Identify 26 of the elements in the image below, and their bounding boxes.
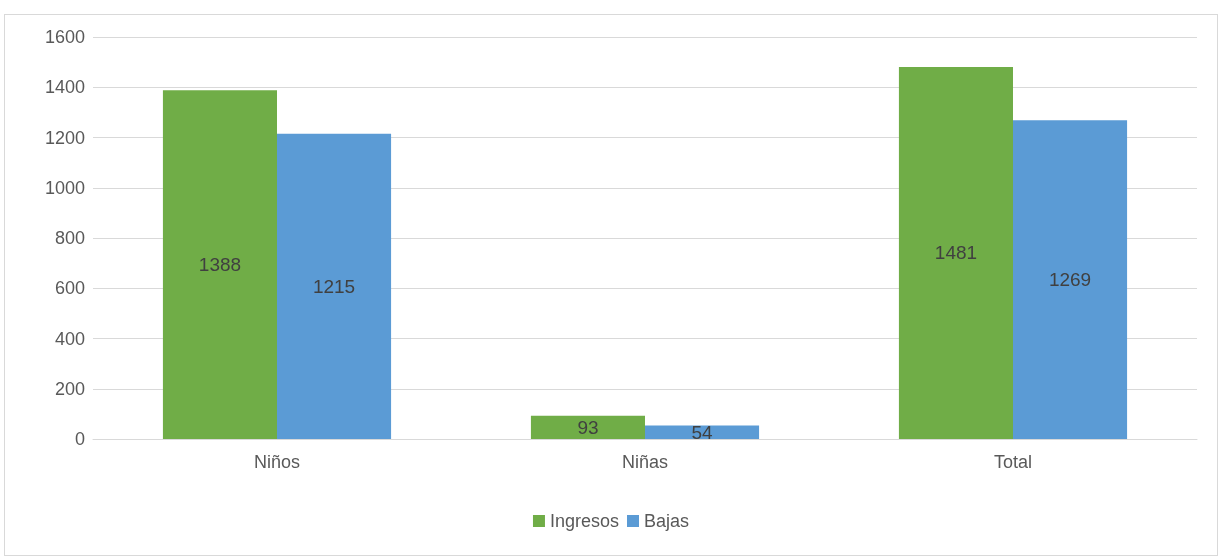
data-label: 1215 — [312, 275, 356, 297]
legend-label: Bajas — [644, 511, 690, 531]
data-label: 54 — [691, 421, 714, 443]
data-label: 1269 — [1048, 269, 1092, 291]
x-tick-label: Total — [993, 452, 1033, 472]
bar — [530, 415, 645, 439]
legend-label: Ingresos — [549, 511, 620, 531]
y-tick-label: 1200 — [44, 127, 85, 148]
data-label: 1388 — [198, 254, 242, 276]
y-tick-label: 600 — [54, 278, 85, 299]
y-tick-label: 1400 — [44, 77, 85, 98]
y-tick-label: 800 — [54, 228, 85, 248]
bar — [162, 90, 277, 439]
y-tick-label: 400 — [54, 328, 85, 349]
y-tick-label: 1600 — [44, 27, 85, 47]
bar — [898, 66, 1013, 439]
bar — [277, 133, 392, 439]
y-tick-label: 1000 — [44, 177, 85, 198]
bar — [645, 425, 760, 439]
y-tick-label: 200 — [54, 378, 85, 399]
data-label: 1481 — [934, 242, 978, 264]
bar — [1013, 120, 1128, 439]
y-tick-label: 0 — [74, 429, 85, 449]
x-tick-label: Niñas — [621, 452, 669, 472]
data-label: 93 — [577, 416, 599, 438]
x-tick-label: Niños — [253, 452, 301, 472]
